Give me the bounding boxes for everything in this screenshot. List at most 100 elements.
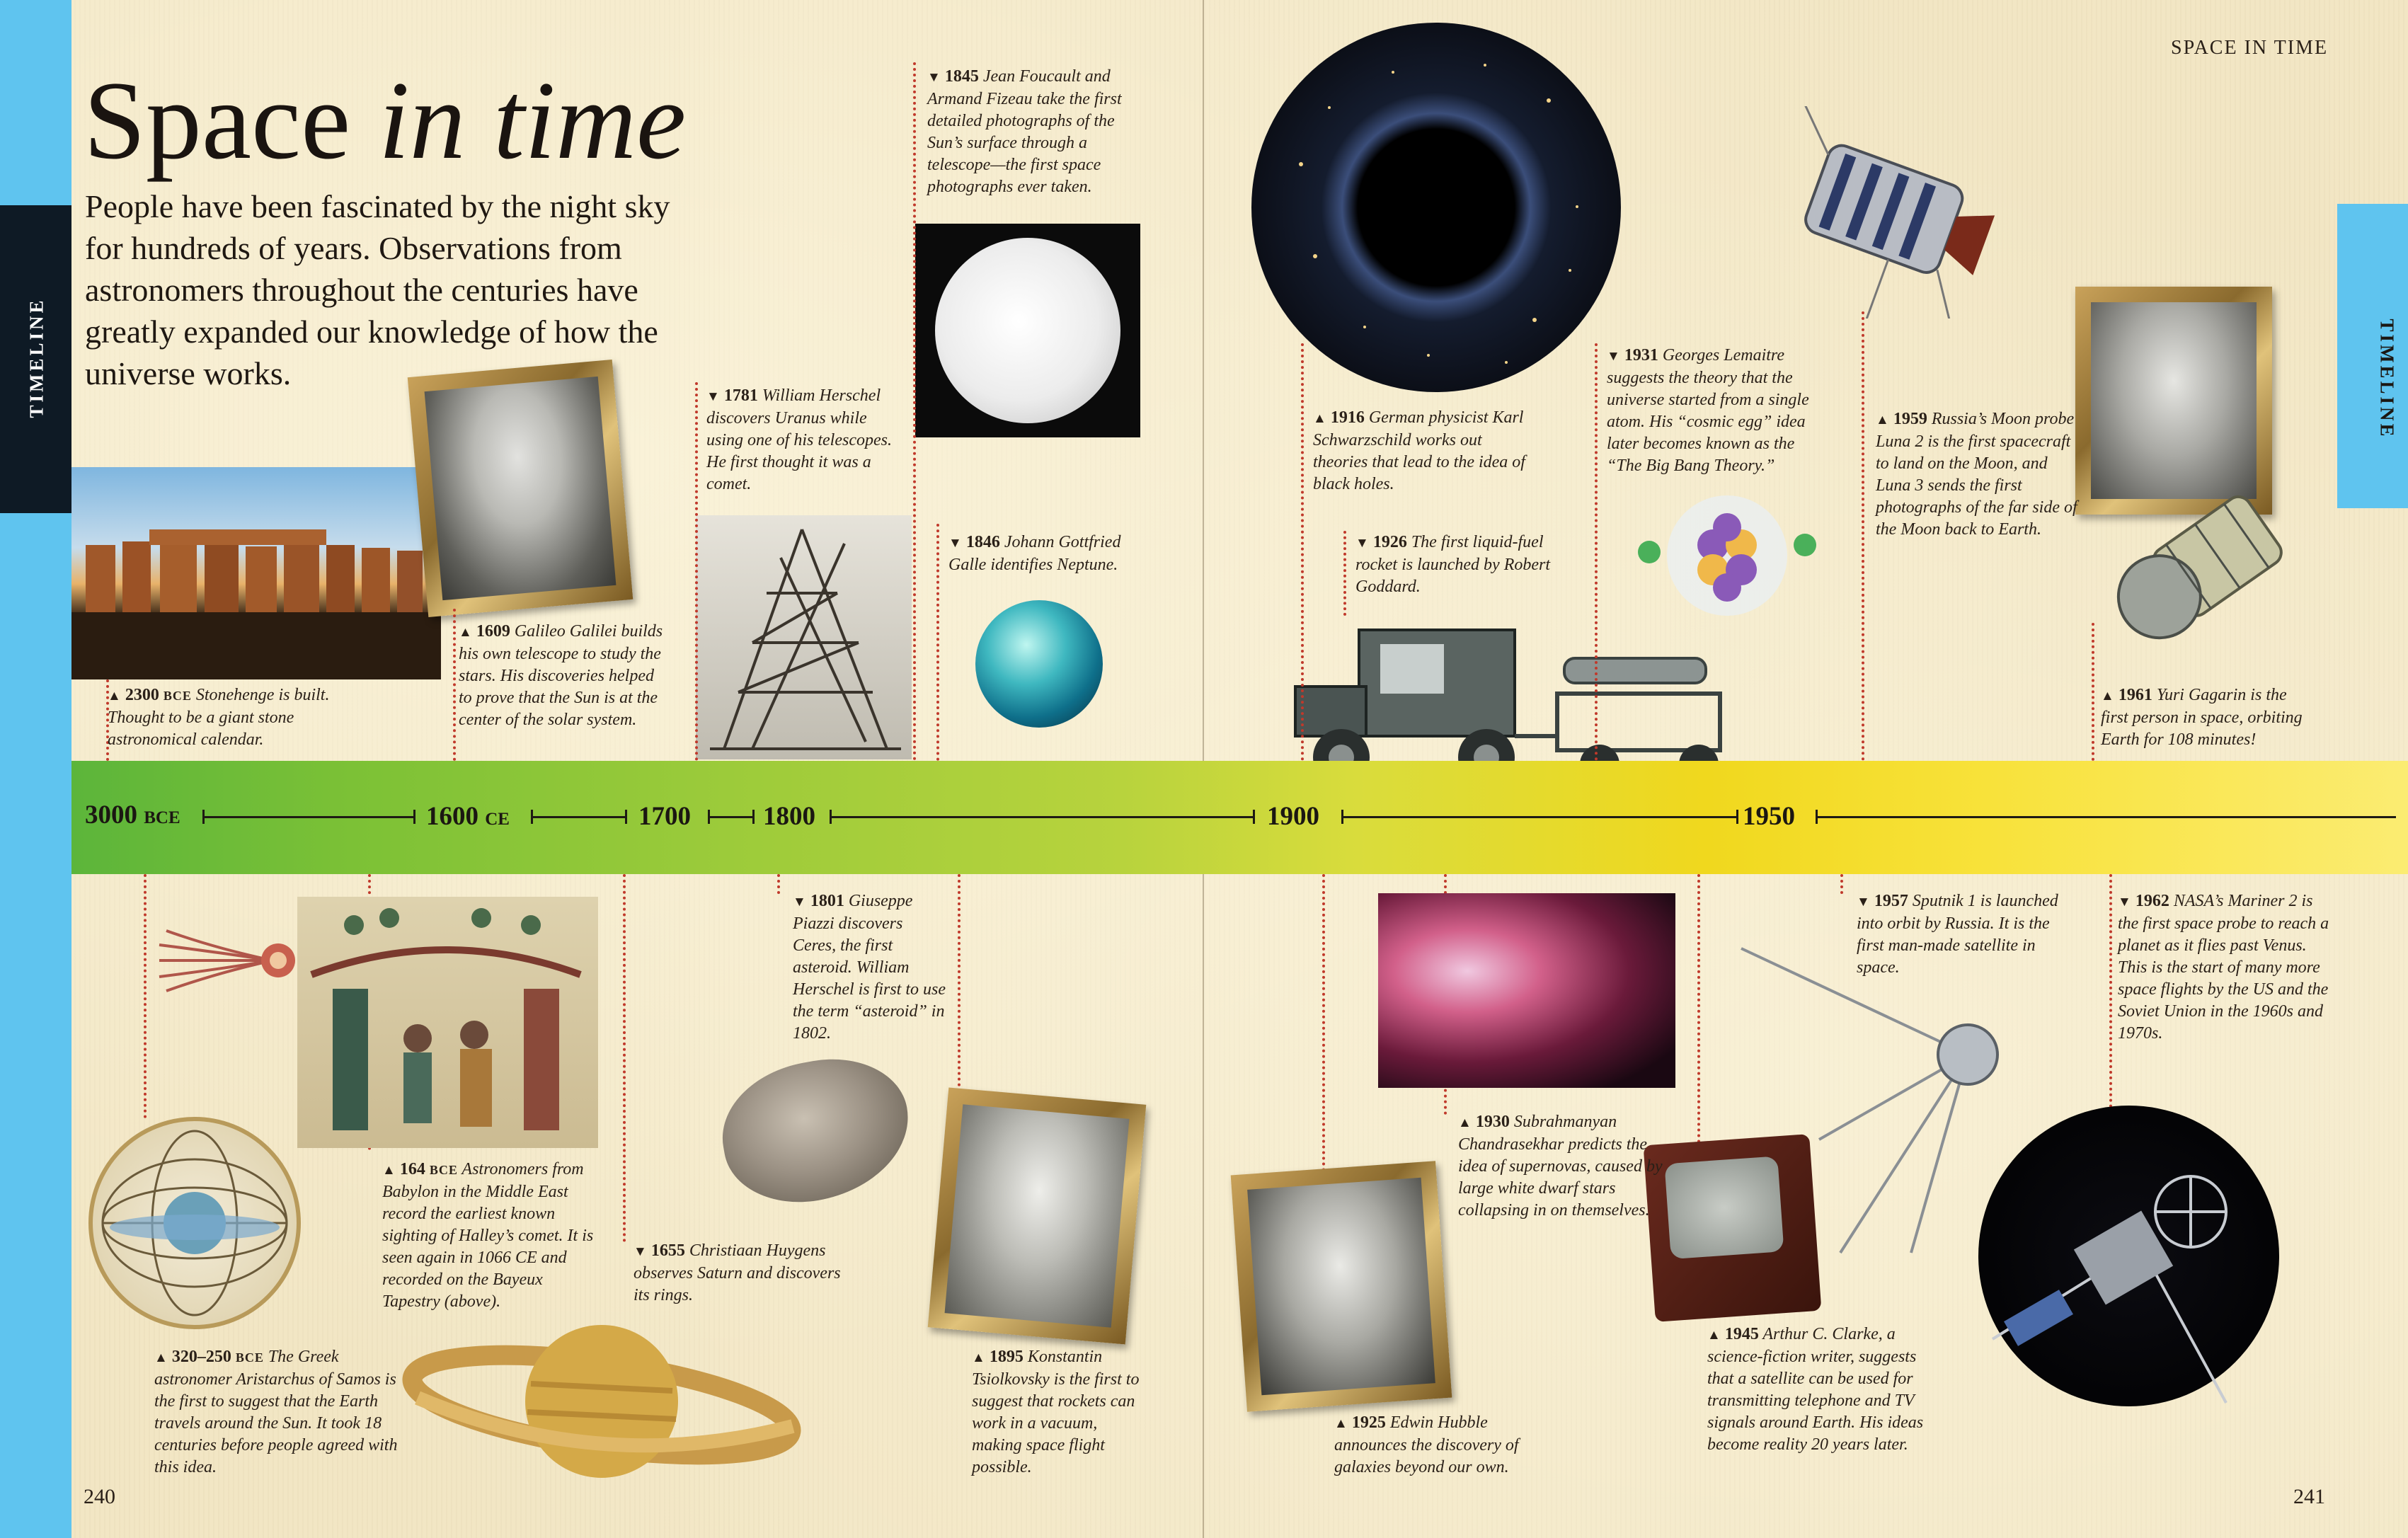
- axis-tick: [1341, 810, 1343, 824]
- caption-1845: ▼ 1845 Jean Foucault and Armand Fizeau t…: [927, 67, 1122, 196]
- connector-1959: [1862, 311, 1864, 761]
- connector-320bce: [144, 874, 147, 1118]
- ceres-asteroid-image: [711, 1046, 920, 1215]
- caption-1930: ▲ 1930 Subrahmanyan Chandrasekhar predic…: [1458, 1113, 1663, 1220]
- luna-probe-drawing: [1801, 100, 1995, 345]
- stonehenge-stones: [71, 529, 441, 679]
- connector-1609: [453, 609, 456, 761]
- caption-1961: ▲ 1961 Yuri Gagarin is the first person …: [2101, 686, 2303, 749]
- left-tab-label: TIMELINE: [25, 297, 47, 418]
- sphere-drawing: [101, 1130, 288, 1316]
- connector-1801: [777, 874, 780, 894]
- mariner-drawing: [1991, 1175, 2228, 1404]
- herschel-telescope-image: [696, 515, 912, 759]
- axis-label-1900: 1900: [1267, 802, 1319, 831]
- connector-1926: [1343, 531, 1346, 616]
- galileo-portrait: [424, 376, 617, 601]
- left-timeline-tab: [0, 205, 71, 513]
- caption-1925: ▲ 1925 Edwin Hubble announces the discov…: [1334, 1413, 1519, 1476]
- axis-tick: [531, 810, 533, 824]
- page-title: Space in time: [84, 65, 686, 177]
- right-timeline-tab: [2337, 204, 2408, 508]
- axis-label-1950: 1950: [1743, 802, 1795, 831]
- running-head: SPACE IN TIME: [2171, 37, 2329, 59]
- caption-1931: ▼ 1931 Georges Lemaitre suggests the the…: [1607, 346, 1809, 475]
- mariner-2-image: [1978, 1106, 2279, 1406]
- axis-label-3000: 3000 BCE: [85, 800, 180, 830]
- title-italic: in time: [378, 59, 687, 183]
- telescope-drawing: [710, 529, 901, 750]
- vostok-capsule-image: [2089, 481, 2309, 665]
- hubble-portrait: [1247, 1177, 1435, 1396]
- connector-1655: [623, 874, 626, 1242]
- right-tab-label: TIMELINE: [2376, 318, 2398, 440]
- cosmic-egg-atom-image: [1628, 488, 1826, 623]
- axis-segment: [531, 816, 626, 818]
- connector-1845: [913, 62, 916, 761]
- connector-1962: [2109, 874, 2112, 1108]
- axis-tick: [202, 810, 205, 824]
- caption-1962: ▼ 1962 NASA’s Mariner 2 is the first spa…: [2118, 892, 2329, 1043]
- axis-label-1600: 1600 CE: [426, 802, 510, 831]
- caption-1959: ▲ 1959 Russia’s Moon probe Luna 2 is the…: [1876, 410, 2077, 539]
- intro-paragraph: People have been fascinated by the night…: [85, 188, 670, 391]
- connector-1895: [958, 874, 961, 1115]
- gagarin-portrait-frame: [2075, 287, 2272, 515]
- caption-1926: ▼ 1926 The first liquid-fuel rocket is l…: [1355, 533, 1551, 596]
- star-field: [1299, 64, 1578, 364]
- armillary-sphere-image: [88, 1117, 301, 1329]
- comet-drawing: [159, 929, 295, 992]
- connector-1961: [2092, 623, 2094, 761]
- axis-segment: [1341, 816, 1738, 818]
- stonehenge-image: [71, 467, 441, 679]
- axis-label-1700: 1700: [638, 802, 691, 831]
- atom-drawing: [1638, 495, 1816, 616]
- connector-1916: [1301, 343, 1304, 761]
- connector-1925: [1322, 874, 1325, 1171]
- sun-photograph: [915, 224, 1140, 437]
- axis-tick: [752, 810, 755, 824]
- caption-1945: ▲ 1945 Arthur C. Clarke, a science-ficti…: [1707, 1325, 1924, 1454]
- sputnik-drawing: [1741, 947, 1999, 1254]
- axis-segment: [830, 816, 1254, 818]
- sputnik-image: [1727, 934, 2060, 1267]
- connector-1781: [695, 382, 698, 761]
- black-hole-image: [1251, 23, 1621, 392]
- bayeux-tapestry-image: [297, 897, 598, 1148]
- axis-tick: [708, 810, 710, 824]
- connector-2300bce: [106, 679, 109, 761]
- page-number-left: 240: [84, 1485, 115, 1508]
- axis-tick: [1736, 810, 1738, 824]
- axis-tick: [625, 810, 627, 824]
- connector-1846: [936, 524, 939, 761]
- supernova-nebula-image: [1378, 893, 1675, 1088]
- caption-1957: ▼ 1957 Sputnik 1 is launched into orbit …: [1857, 892, 2058, 977]
- caption-1916: ▲ 1916 German physicist Karl Schwarzschi…: [1313, 408, 1525, 493]
- gagarin-portrait: [2091, 302, 2257, 499]
- tsiolkovsky-portrait: [944, 1104, 1130, 1328]
- axis-segment: [1816, 816, 2396, 818]
- caption-1609: ▲ 1609 Galileo Galilei builds his own te…: [459, 622, 663, 729]
- connector-1945: [1697, 874, 1700, 1285]
- tsiolkovsky-portrait-frame: [927, 1087, 1147, 1345]
- axis-label-1800: 1800: [763, 802, 815, 831]
- axis-tick: [1816, 810, 1818, 824]
- caption-1781: ▼ 1781 William Herschel discovers Uranus…: [706, 386, 892, 493]
- caption-320bce: ▲ 320–250 BCE The Greek astronomer Arist…: [154, 1348, 398, 1476]
- luna-probe-image: [1762, 100, 2003, 345]
- caption-2300bce: ▲ 2300 BCE Stonehenge is built. Thought …: [108, 686, 330, 749]
- caption-1655: ▼ 1655 Christiaan Huygens observes Satur…: [633, 1241, 841, 1304]
- galileo-portrait-frame: [407, 360, 633, 617]
- title-main: Space: [84, 59, 351, 183]
- axis-segment: [708, 816, 754, 818]
- caption-1846: ▼ 1846 Johann Gottfried Galle identifies…: [948, 533, 1121, 574]
- page-number-right: 241: [2293, 1485, 2325, 1508]
- connector-1957: [1840, 874, 1843, 894]
- axis-tick: [1253, 810, 1255, 824]
- hubble-portrait-frame: [1230, 1161, 1452, 1412]
- tapestry-drawing: [310, 908, 582, 1130]
- caption-164bce: ▲ 164 BCE Astronomers from Babylon in th…: [382, 1160, 594, 1311]
- caption-1801: ▼ 1801 Giuseppe Piazzi discovers Ceres, …: [793, 892, 946, 1043]
- saturn-drawing: [402, 1325, 801, 1478]
